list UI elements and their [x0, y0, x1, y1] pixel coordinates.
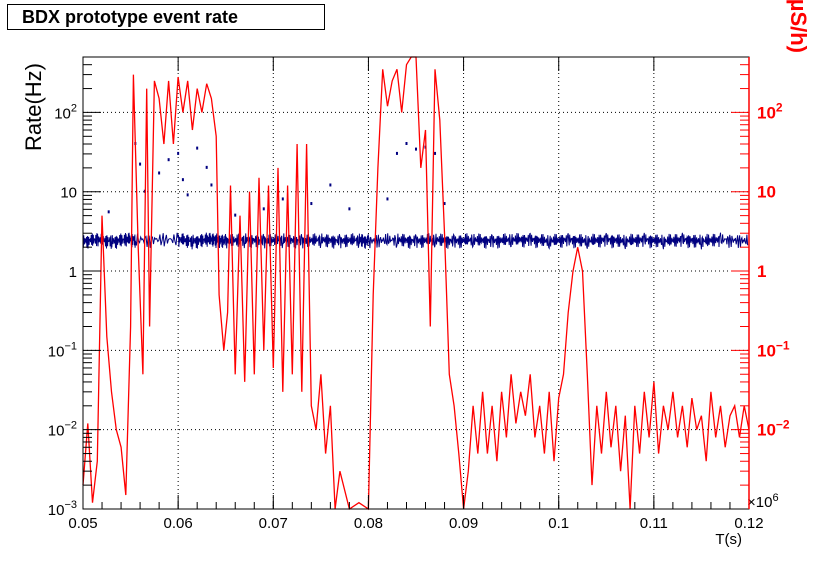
- x-tick-label: 0.07: [259, 515, 288, 532]
- rate-series-point: [386, 197, 389, 201]
- rate-series-line: [82, 232, 749, 250]
- right-axis-title: RadCon dose (µS/h): [786, 0, 811, 53]
- left-axis-tick-label: 10−2: [48, 420, 77, 440]
- x-tick-label: 0.05: [68, 515, 97, 532]
- right-axis-tick-label: 10−1: [757, 338, 790, 360]
- rate-series-point: [196, 146, 199, 150]
- right-axis-tick-label: 10−2: [757, 418, 790, 440]
- x-tick-label: 0.1: [548, 515, 569, 532]
- left-axis-tick-label: 10: [60, 185, 77, 202]
- x-tick-label: 0.12: [734, 515, 763, 532]
- rate-series-point: [434, 151, 437, 155]
- left-axis-tick-label: 10−1: [48, 340, 77, 360]
- left-axis-tick-exponent: 2: [71, 102, 77, 114]
- left-axis-tick-exponent: −1: [64, 340, 77, 352]
- rate-series-point: [186, 193, 189, 197]
- rate-series-point: [348, 207, 351, 211]
- rate-series-point: [139, 162, 142, 166]
- rate-series-point: [395, 151, 398, 155]
- right-axis-tick-exponent: −1: [776, 338, 790, 352]
- rate-series-point: [158, 171, 161, 175]
- rate-series-point: [181, 178, 184, 182]
- x-tick-label: 0.11: [640, 515, 668, 532]
- left-axis-tick-label: 102: [54, 102, 77, 122]
- rate-series-point: [210, 183, 213, 187]
- rate-series-point: [310, 202, 313, 206]
- x-exponent-power: 6: [772, 492, 778, 504]
- x-tick-label: 0.06: [164, 515, 193, 532]
- x-exponent-label: ×106: [747, 492, 779, 511]
- left-axis-tick-exponent: −3: [64, 499, 77, 511]
- rate-series-point: [107, 210, 110, 214]
- left-axis-tick-exponent: −2: [64, 420, 77, 432]
- rate-series-point: [281, 197, 284, 201]
- plot-frame: [82, 56, 750, 510]
- x-tick-label: 0.08: [354, 515, 383, 532]
- axes: 0.05 0.06 0.07 0.08 0.09 0.1 0.11 0.12 ×106 10 −3 1…: [48, 57, 790, 532]
- right-axis-tick-exponent: −2: [776, 418, 790, 432]
- right-axis-tick-label: 102: [757, 100, 783, 122]
- x-tick-label: 0.09: [449, 515, 478, 532]
- right-axis-tick-label: 10: [757, 183, 776, 202]
- left-axis-tick-label: 1: [69, 264, 77, 281]
- grid: [83, 57, 749, 509]
- dose-series-line: [82, 56, 750, 511]
- rate-series-point: [234, 213, 237, 217]
- rate-series-point: [329, 183, 332, 187]
- series-layer: [82, 56, 750, 511]
- left-axis-title: Rate(Hz): [21, 63, 46, 151]
- right-axis-tick-exponent: 2: [776, 100, 783, 114]
- rate-series-point: [167, 158, 170, 162]
- rate-series-point: [415, 147, 417, 151]
- rate-series-point: [205, 165, 208, 169]
- chart-title: BDX prototype event rate: [7, 4, 325, 30]
- rate-series-point: [177, 151, 180, 155]
- rate-series-point: [443, 202, 446, 206]
- right-axis-tick-label: 1: [757, 262, 766, 281]
- rate-series-point: [262, 207, 265, 211]
- x-axis-title: T(s): [715, 531, 742, 548]
- rate-series-point: [405, 141, 408, 145]
